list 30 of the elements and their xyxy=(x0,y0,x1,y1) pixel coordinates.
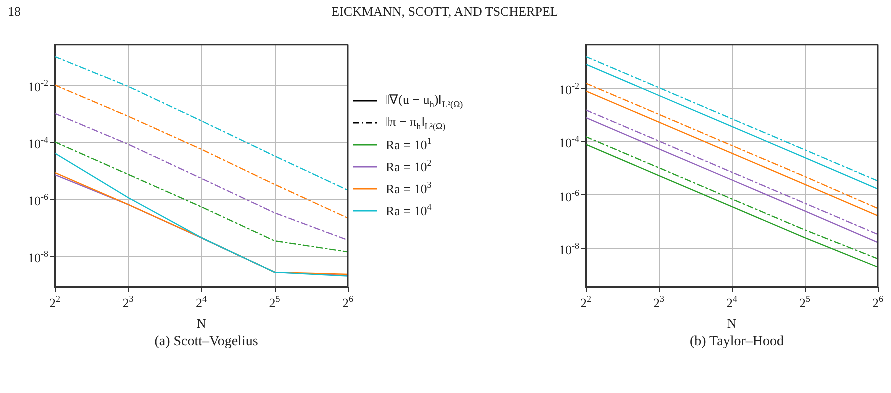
y-tick-label: 10$^{-8}$ xyxy=(559,240,580,258)
x-tick-label: 2$^{5}$ xyxy=(800,293,810,312)
y-tick-label: 10$^{-8}$ xyxy=(28,248,48,266)
x-tick-label: 2$^{3}$ xyxy=(122,293,134,312)
legend-label: Ra = 10$^{4}$ xyxy=(386,202,432,220)
y-tick-label: 10$^{-6}$ xyxy=(559,186,580,205)
legend-label: Ra = 10$^{3}$ xyxy=(386,180,432,198)
x-tick-label: 2$^{3}$ xyxy=(654,293,664,312)
x-axis-title: N xyxy=(727,316,738,331)
legend-label: ‖∇(u − u$_{h}$)‖$_{L²(Ω)}$ xyxy=(386,92,464,110)
text: (a) Scott–Vogelius xyxy=(154,334,258,350)
x-tick-label: 2$^{2}$ xyxy=(50,293,60,312)
legend-label: Ra = 10$^{1}$ xyxy=(386,136,432,154)
x-tick-label: 2$^{4}$ xyxy=(726,293,738,312)
x-tick-label: 2$^{6}$ xyxy=(342,293,354,312)
y-tick-label: 10$^{-4}$ xyxy=(559,133,580,152)
y-tick-label: 10$^{-4}$ xyxy=(28,134,48,152)
legend-label: Ra = 10$^{2}$ xyxy=(386,158,432,176)
text: (b) Taylor–Hood xyxy=(690,334,784,350)
y-tick-label: 10$^{-6}$ xyxy=(28,190,48,210)
x-tick-label: 2$^{6}$ xyxy=(872,293,884,312)
y-tick-label: 10$^{-2}$ xyxy=(28,77,48,96)
y-tick-label: 10$^{-2}$ xyxy=(559,80,580,98)
text: 18 xyxy=(8,4,21,20)
legend-label: ‖π − π$_{h}$‖$_{L²(Ω)}$ xyxy=(386,114,446,132)
x-tick-label: 2$^{4}$ xyxy=(196,293,207,312)
x-tick-label: 2$^{5}$ xyxy=(269,293,280,312)
text: EICKMANN, SCOTT, AND TSCHERPEL xyxy=(332,4,558,20)
x-axis-title: N xyxy=(196,316,207,331)
x-tick-label: 2$^{2}$ xyxy=(580,293,592,312)
